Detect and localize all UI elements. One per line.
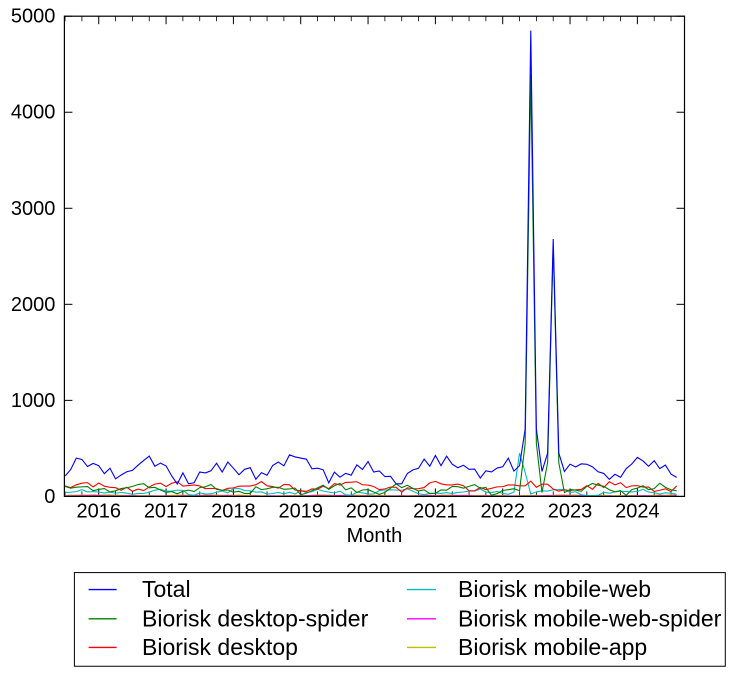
svg-text:2017: 2017 <box>144 500 189 522</box>
svg-text:1000: 1000 <box>11 390 56 412</box>
svg-text:2020: 2020 <box>346 500 391 522</box>
svg-text:Biorisk mobile-web: Biorisk mobile-web <box>458 576 651 602</box>
svg-text:2022: 2022 <box>480 500 525 522</box>
svg-text:Biorisk mobile-web-spider: Biorisk mobile-web-spider <box>458 605 722 631</box>
svg-text:Biorisk desktop: Biorisk desktop <box>142 634 298 660</box>
svg-text:2023: 2023 <box>548 500 593 522</box>
svg-text:2024: 2024 <box>615 500 660 522</box>
svg-text:2016: 2016 <box>76 500 121 522</box>
svg-text:Month: Month <box>347 525 403 547</box>
svg-text:Biorisk desktop-spider: Biorisk desktop-spider <box>142 605 369 631</box>
svg-text:2021: 2021 <box>413 500 458 522</box>
svg-text:Biorisk mobile-app: Biorisk mobile-app <box>458 634 647 660</box>
svg-text:3000: 3000 <box>11 198 56 220</box>
svg-text:Total: Total <box>142 576 191 602</box>
svg-text:2000: 2000 <box>11 294 56 316</box>
svg-text:2019: 2019 <box>278 500 323 522</box>
svg-text:5000: 5000 <box>11 6 56 28</box>
svg-text:0: 0 <box>44 486 55 508</box>
svg-text:2018: 2018 <box>211 500 256 522</box>
svg-text:4000: 4000 <box>11 102 56 124</box>
